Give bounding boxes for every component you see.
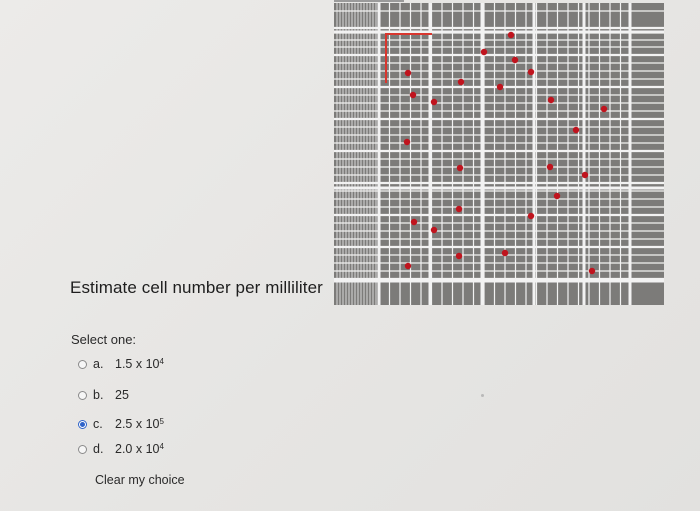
cell-dot <box>572 126 580 134</box>
cell-dot <box>547 96 555 104</box>
cell-dot <box>404 69 412 77</box>
option-letter: d. <box>93 442 104 456</box>
cell-dot <box>546 163 554 171</box>
option-letter: c. <box>93 417 103 431</box>
option-d[interactable]: d. 2.0 x 104 <box>78 441 164 457</box>
corner-marker <box>385 33 432 83</box>
question-text: Estimate cell number per milliliter <box>70 278 323 297</box>
radio-a[interactable] <box>78 359 87 369</box>
cell-dot <box>430 98 438 106</box>
cell-dot <box>456 164 464 172</box>
option-value: 1.5 x 104 <box>115 357 164 371</box>
cell-dot <box>501 249 509 257</box>
cell-dot <box>404 262 412 270</box>
option-value: 2.5 x 105 <box>115 417 164 431</box>
option-c[interactable]: c. 2.5 x 105 <box>78 416 164 432</box>
option-letter: a. <box>93 357 104 371</box>
grid-background <box>334 3 664 305</box>
cell-dot <box>507 31 515 39</box>
option-value: 25 <box>115 388 129 402</box>
cell-dot <box>527 212 535 220</box>
cell-dot <box>496 83 504 91</box>
cell-dot <box>527 68 535 76</box>
cell-dot <box>457 78 465 86</box>
option-a[interactable]: a. 1.5 x 104 <box>78 356 164 372</box>
cell-dot <box>553 192 561 200</box>
cell-dot <box>455 205 463 213</box>
cell-dot <box>600 105 608 113</box>
clear-choice-link[interactable]: Clear my choice <box>95 473 185 487</box>
radio-c[interactable] <box>78 419 87 429</box>
cell-dot <box>455 252 463 260</box>
cell-dot <box>430 226 438 234</box>
cell-dot <box>581 171 589 179</box>
cell-dot <box>588 267 596 275</box>
cell-dot <box>410 218 418 226</box>
cell-dot <box>511 56 519 64</box>
cell-dot <box>409 91 417 99</box>
radio-d[interactable] <box>78 444 87 454</box>
cell-dots <box>403 31 608 275</box>
hemocytometer-grid-image <box>334 3 664 305</box>
top-divider <box>334 0 404 2</box>
stray-dot <box>481 394 484 397</box>
select-one-label: Select one: <box>71 332 137 347</box>
cell-dot <box>480 48 488 56</box>
option-b[interactable]: b. 25 <box>78 387 129 403</box>
option-letter: b. <box>93 388 104 402</box>
radio-b[interactable] <box>78 390 87 400</box>
grid-lines <box>334 3 664 305</box>
cell-dot <box>403 138 411 146</box>
option-value: 2.0 x 104 <box>115 442 164 456</box>
